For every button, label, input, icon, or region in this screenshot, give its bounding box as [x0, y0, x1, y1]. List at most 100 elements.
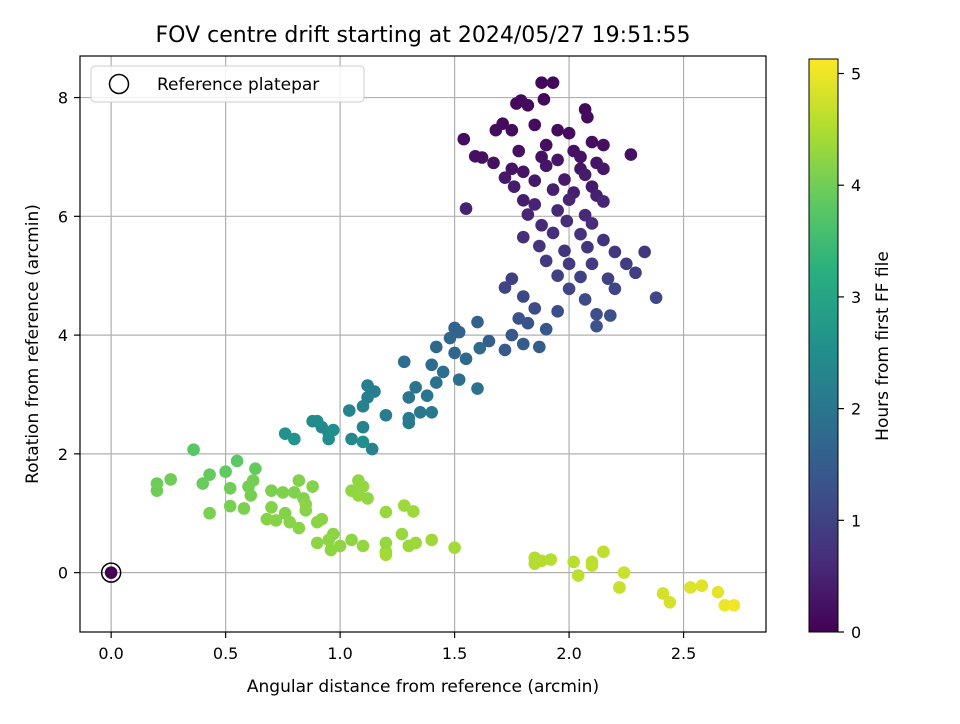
data-point: [516, 290, 530, 303]
data-point: [278, 427, 292, 440]
data-point: [345, 432, 358, 446]
data-point: [333, 539, 347, 553]
data-point: [562, 193, 576, 207]
data-point: [223, 499, 237, 513]
data-point: [578, 168, 592, 182]
data-point: [326, 423, 340, 437]
data-point: [473, 341, 487, 355]
data-point: [521, 208, 535, 221]
data-point: [448, 346, 461, 360]
colorbar-ticks: 0 1 2 3 4 5: [838, 65, 861, 642]
data-point: [505, 162, 519, 176]
data-point: [260, 512, 274, 526]
data-point: [203, 506, 216, 520]
data-point: [292, 521, 306, 535]
data-point: [342, 404, 356, 417]
data-point: [407, 505, 420, 518]
data-point: [379, 505, 393, 519]
data-point: [361, 379, 374, 392]
colorbar-label: Hours from first FF file: [873, 251, 893, 441]
data-point: [516, 230, 530, 244]
data-point: [535, 218, 548, 232]
data-point: [528, 118, 542, 132]
data-point: [567, 555, 580, 569]
data-point: [546, 226, 560, 240]
data-point: [402, 391, 416, 404]
data-point: [292, 474, 306, 487]
data-point: [535, 554, 548, 568]
data-point: [498, 343, 512, 357]
data-point: [528, 174, 542, 188]
data-point: [429, 376, 443, 389]
legend-marker-reference: [108, 73, 130, 95]
data-point: [613, 581, 626, 594]
data-point: [601, 272, 615, 285]
data-point: [581, 110, 594, 124]
data-point: [629, 266, 642, 280]
data-point: [420, 389, 434, 402]
data-point: [475, 151, 489, 164]
data-point: [425, 533, 439, 547]
data-point: [574, 227, 587, 241]
data-point: [219, 465, 232, 478]
data-point: [597, 162, 610, 176]
y-tick-label: 0: [58, 564, 68, 583]
data-point: [571, 569, 585, 582]
data-point: [560, 214, 574, 228]
data-point: [196, 477, 210, 490]
data-point: [356, 420, 370, 434]
data-point: [395, 527, 409, 541]
data-point: [443, 331, 457, 345]
data-point: [459, 352, 473, 366]
data-point: [459, 202, 473, 215]
x-tick-label: 0.5: [213, 644, 238, 663]
data-point: [356, 400, 370, 413]
x-axis-label: Angular distance from reference (arcmin): [247, 677, 599, 697]
data-point: [608, 282, 622, 296]
data-point: [597, 233, 610, 247]
data-point: [345, 533, 358, 547]
data-point: [718, 598, 732, 612]
data-point: [237, 502, 251, 515]
data-point: [649, 291, 663, 304]
data-point: [684, 581, 697, 594]
data-point: [551, 305, 564, 318]
data-point: [516, 337, 530, 351]
data-point: [203, 468, 216, 481]
data-point: [487, 156, 500, 170]
data-point: [539, 138, 553, 152]
data-point: [546, 76, 560, 90]
data-point: [539, 322, 553, 336]
data-point: [590, 319, 603, 333]
data-point: [356, 435, 370, 449]
x-tick-label: 2.5: [671, 644, 696, 663]
data-point: [638, 245, 651, 259]
data-point: [276, 486, 290, 499]
x-tick-label: 2.0: [556, 644, 581, 663]
data-point: [265, 484, 278, 497]
data-point: [397, 355, 411, 369]
data-point: [620, 257, 633, 271]
data-point: [656, 587, 670, 600]
x-tick-label: 1.0: [327, 644, 352, 663]
legend: Reference platepar: [90, 65, 365, 103]
data-point: [512, 144, 526, 158]
data-point: [727, 598, 741, 612]
data-point: [624, 148, 638, 161]
data-point: [528, 198, 542, 211]
data-point: [482, 334, 496, 348]
data-point: [288, 486, 301, 499]
data-point: [223, 481, 237, 495]
x-tick-label: 0.0: [98, 644, 123, 663]
data-point: [448, 541, 461, 554]
data-point: [288, 432, 301, 446]
data-point: [379, 548, 393, 562]
data-point: [551, 153, 564, 167]
data-point: [558, 173, 571, 186]
data-point: [597, 138, 610, 152]
data-point: [551, 269, 564, 283]
colorbar-tick-label: 3: [851, 288, 861, 307]
data-point: [711, 585, 725, 599]
data-point: [187, 443, 200, 456]
